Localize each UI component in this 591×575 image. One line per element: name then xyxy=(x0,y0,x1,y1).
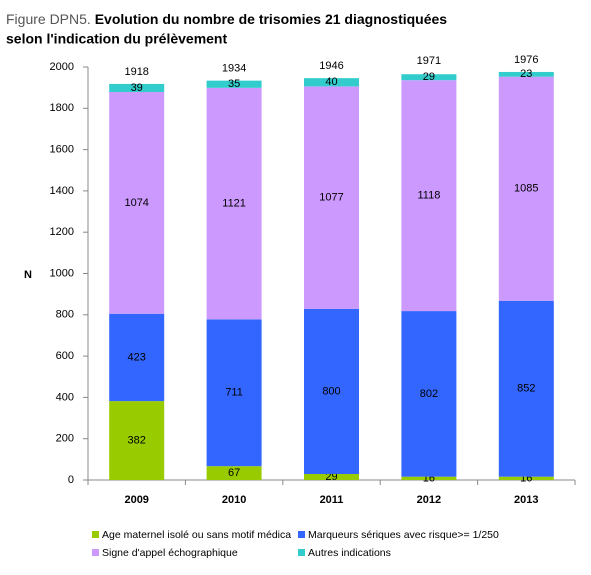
bar-segment xyxy=(304,78,359,87)
value-label: 29 xyxy=(423,71,435,83)
value-label: 1077 xyxy=(319,192,343,204)
value-label: 1118 xyxy=(417,190,440,202)
bar-segment xyxy=(206,466,262,480)
y-tick-label: 1400 xyxy=(50,185,74,197)
value-label: 35 xyxy=(228,78,240,90)
value-label: 802 xyxy=(420,388,438,400)
bar-segment xyxy=(206,87,262,320)
bar-segment xyxy=(401,80,457,312)
title-line: selon l'indication du prélèvement xyxy=(6,31,227,47)
value-label: 711 xyxy=(225,387,243,399)
legend-label: Age maternel isolé ou sans motif médica xyxy=(102,529,291,541)
bar-segment xyxy=(109,83,165,92)
legend-label: Autres indications xyxy=(308,547,391,559)
bar-segment xyxy=(401,476,457,480)
legend-label: Signe d'appel échographique xyxy=(102,547,238,559)
total-label: 1946 xyxy=(319,60,343,72)
value-label: 40 xyxy=(325,76,337,88)
bar-segment xyxy=(498,71,554,77)
bar-segment xyxy=(401,311,457,477)
y-tick-label: 1000 xyxy=(50,267,74,279)
total-label: 1976 xyxy=(514,54,538,66)
bar-segment xyxy=(498,76,554,301)
bar-segment xyxy=(109,91,165,314)
x-tick-label: 2010 xyxy=(222,494,246,506)
legend-swatch xyxy=(92,549,99,556)
legend-label: Marqueurs sériques avec risque>= 1/250 xyxy=(308,529,499,541)
value-label: 1074 xyxy=(124,197,148,209)
y-tick-label: 1600 xyxy=(50,144,74,156)
value-label: 1085 xyxy=(514,183,538,195)
total-label: 1934 xyxy=(222,63,246,75)
total-label: 1918 xyxy=(124,66,148,78)
bar-segment xyxy=(206,80,262,88)
bar-segment xyxy=(498,300,554,477)
value-label: 67 xyxy=(228,467,240,479)
value-label: 382 xyxy=(128,434,146,446)
legend-swatch xyxy=(92,531,99,538)
value-label: 800 xyxy=(322,385,340,397)
y-tick-label: 2000 xyxy=(50,61,74,73)
bar-segment xyxy=(498,476,554,480)
value-label: 423 xyxy=(128,351,146,363)
legend-swatch xyxy=(298,531,305,538)
value-label: 39 xyxy=(131,82,143,94)
legend-swatch xyxy=(298,549,305,556)
x-tick-label: 2013 xyxy=(514,494,538,506)
x-tick-label: 2011 xyxy=(320,494,344,506)
bar-segment xyxy=(304,474,359,480)
x-tick-label: 2012 xyxy=(417,494,441,506)
chart-title: Figure DPN5. Evolution du nombre de tris… xyxy=(6,11,447,27)
value-label: 1121 xyxy=(222,198,246,210)
y-tick-label: 0 xyxy=(68,474,74,486)
bar-segment xyxy=(304,86,359,309)
y-tick-label: 1200 xyxy=(50,226,74,238)
y-tick-label: 800 xyxy=(56,309,74,321)
y-tick-label: 400 xyxy=(56,391,74,403)
title-line: Evolution du nombre de trisomies 21 diag… xyxy=(95,11,448,27)
y-axis-label: N xyxy=(24,269,32,281)
bar-segment xyxy=(109,313,165,402)
bar-segment xyxy=(304,308,359,475)
total-label: 1971 xyxy=(417,55,441,67)
y-tick-label: 1800 xyxy=(50,102,74,114)
value-label: 23 xyxy=(520,68,532,80)
bar-segment xyxy=(109,401,165,480)
y-tick-label: 600 xyxy=(56,350,74,362)
bar-segment xyxy=(401,74,457,81)
bar-segment xyxy=(206,319,262,467)
figure-label: Figure DPN5. xyxy=(6,11,91,27)
y-tick-label: 200 xyxy=(56,433,74,445)
x-tick-label: 2009 xyxy=(124,494,148,506)
value-label: 852 xyxy=(517,383,535,395)
